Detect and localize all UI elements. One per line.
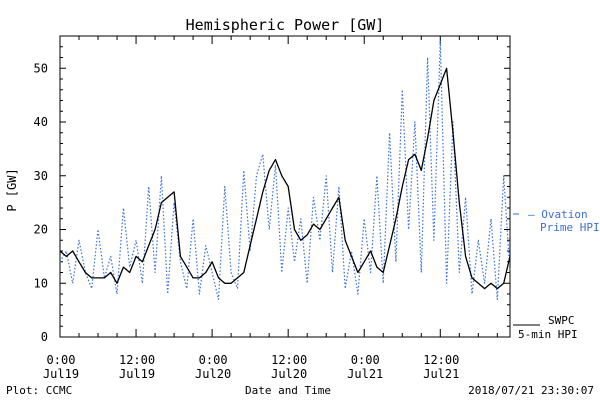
y-tick-label: 0 (41, 330, 48, 344)
x-tick-label-date: Jul19 (43, 367, 79, 381)
footer-credit: Plot: CCMC (6, 384, 72, 397)
series-layer (59, 40, 511, 300)
y-tick-label: 10 (34, 276, 48, 290)
y-tick-label: 50 (34, 61, 48, 75)
legend-swpc-line2: 5-min HPI (518, 328, 578, 341)
x-tick-label-time: 12:00 (271, 353, 307, 367)
x-tick-label-date: Jul19 (119, 367, 155, 381)
x-tick-label-time: 0:00 (47, 353, 76, 367)
x-tick-label-time: 12:00 (423, 353, 459, 367)
ovation-series-line (59, 40, 511, 300)
x-tick-label-date: Jul21 (423, 367, 459, 381)
y-tick-label: 30 (34, 169, 48, 183)
x-axis: 0:00Jul1912:00Jul190:00Jul2012:00Jul200:… (43, 36, 498, 381)
plot-frame (59, 35, 511, 338)
legend-swpc-line1: SWPC (548, 314, 575, 327)
x-tick-label-date: Jul21 (347, 367, 383, 381)
footer-timestamp: 2018/07/21 23:30:07 (468, 384, 594, 397)
x-tick-label-date: Jul20 (271, 367, 307, 381)
legend-ovation-line2: Prime HPI (540, 221, 600, 234)
y-tick-label: 20 (34, 223, 48, 237)
x-tick-label-date: Jul20 (195, 367, 231, 381)
x-tick-label-time: 0:00 (199, 353, 228, 367)
x-tick-label-time: 12:00 (119, 353, 155, 367)
y-axis-label: P [GW] (5, 168, 19, 211)
y-axis: 0 10 20 30 40 50 (34, 35, 510, 344)
swpc-series-line (59, 67, 511, 290)
chart-title: Hemispheric Power [GW] (186, 16, 385, 34)
x-axis-label: Date and Time (245, 384, 331, 397)
y-tick-label: 40 (34, 115, 48, 129)
x-tick-label-time: 0:00 (351, 353, 380, 367)
legend-ovation-line1: — Ovation (528, 208, 588, 221)
